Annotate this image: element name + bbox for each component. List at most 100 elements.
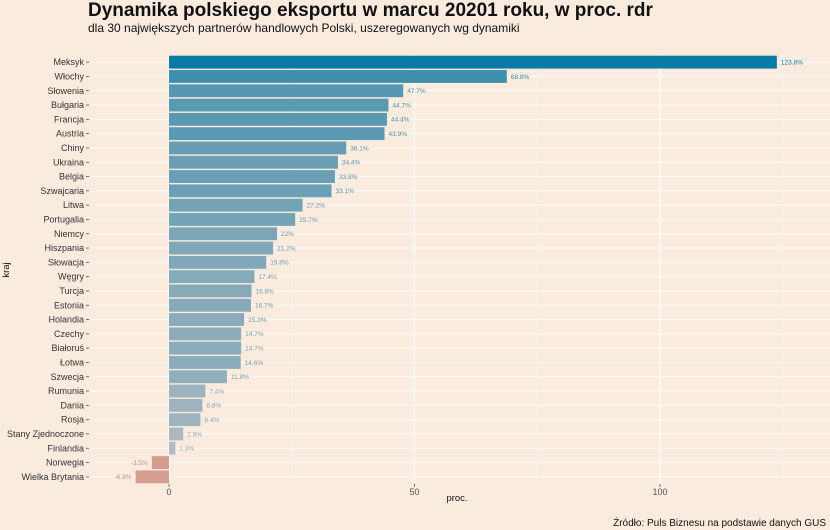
bar <box>169 284 252 298</box>
category-label: Węgry <box>58 272 85 282</box>
bar <box>169 298 251 312</box>
data-label: 21.2% <box>277 245 296 252</box>
category-label: Finlandia <box>47 443 84 453</box>
category-label: Czechy <box>54 329 85 339</box>
bar <box>169 427 184 441</box>
bar <box>151 456 169 469</box>
bar <box>169 255 267 269</box>
bar <box>169 84 404 98</box>
bar <box>169 241 274 255</box>
category-label: Bułgaria <box>51 100 84 110</box>
category-label: Wielka Brytania <box>21 472 84 482</box>
category-label: Belgia <box>59 172 84 182</box>
category-label: Łotwa <box>60 357 84 367</box>
bar <box>169 327 242 341</box>
bar <box>169 270 255 284</box>
category-label: Litwa <box>63 200 84 210</box>
category-label: Holandia <box>48 315 84 325</box>
data-label: 19.8% <box>270 260 289 267</box>
bars-group: 123.8% 68.8% 47.7% 44.7% 44.4% 43.9% 36.1% 34.4… <box>115 55 803 484</box>
data-label: 36.1% <box>350 145 369 152</box>
bar <box>169 356 241 369</box>
category-label: Rumunia <box>48 386 84 396</box>
y-axis-title: kraj <box>1 262 12 277</box>
data-label: 11.8% <box>231 374 249 381</box>
data-label: 47.7% <box>407 88 426 95</box>
bar <box>169 141 347 155</box>
bar <box>169 198 303 212</box>
category-label: Włochy <box>54 71 84 81</box>
bar <box>169 170 335 183</box>
data-label: 1.3% <box>179 446 194 453</box>
bar <box>169 213 296 226</box>
category-label: Estonia <box>54 300 84 310</box>
bar <box>169 227 278 241</box>
data-label: 44.7% <box>392 102 411 109</box>
data-label: 33.1% <box>336 188 355 195</box>
category-label: Hiszpania <box>44 243 84 253</box>
category-label: Turcja <box>59 286 84 296</box>
category-label: Słowenia <box>47 86 84 96</box>
category-label: Słowacja <box>48 257 84 267</box>
category-label: Stany Zjednoczone <box>7 429 84 439</box>
data-label: 15.3% <box>248 317 267 324</box>
bar <box>169 112 388 126</box>
x-tick-label: 0 <box>166 487 171 497</box>
data-label: 34.4% <box>342 160 361 167</box>
data-label: 25.7% <box>299 217 318 224</box>
data-label: 14.7% <box>245 345 264 352</box>
data-label: -3.5% <box>131 460 148 467</box>
category-label: Chiny <box>61 143 85 153</box>
category-label: Ukraina <box>53 157 84 167</box>
data-label: 27.2% <box>307 202 326 209</box>
chart-title: Dynamika polskiego eksportu w marcu 2020… <box>88 0 653 21</box>
data-label: 123.8% <box>781 59 803 66</box>
data-label: 7.4% <box>209 388 224 395</box>
x-tick-label: 50 <box>409 487 419 497</box>
bar <box>169 55 777 69</box>
data-label: 22% <box>281 231 294 238</box>
data-label: -6.8% <box>115 474 132 481</box>
bar <box>169 398 203 412</box>
category-label: Niemcy <box>54 229 85 239</box>
source-caption: Źródło: Puls Biznesu na podstawie danych… <box>613 518 826 529</box>
data-label: 33.8% <box>339 174 358 181</box>
category-labels: Meksyk Włochy Słowenia Bułgaria Francja Austr… <box>7 57 89 482</box>
bar <box>169 70 507 83</box>
category-label: Meksyk <box>53 57 84 67</box>
bar <box>135 470 169 484</box>
bar <box>169 313 245 326</box>
bar <box>169 155 338 169</box>
x-tick-labels: 0 50 100 <box>166 484 668 497</box>
bar <box>169 341 242 355</box>
category-label: Rosja <box>61 415 84 425</box>
category-label: Białoruś <box>51 343 84 353</box>
bar <box>169 441 176 455</box>
category-label: Dania <box>60 400 84 410</box>
data-label: 16.8% <box>255 288 274 295</box>
data-label: 14.7% <box>245 331 264 338</box>
data-label: 44.4% <box>391 117 410 124</box>
data-label: 17.4% <box>258 274 277 281</box>
data-label: 6.8% <box>206 403 221 410</box>
data-label: 68.8% <box>511 74 530 81</box>
category-label: Portugalia <box>43 214 84 224</box>
bar <box>169 413 201 427</box>
chart-subtitle: dla 30 największych partnerów handlowych… <box>88 21 520 35</box>
bar <box>169 184 332 198</box>
x-axis-title: proc. <box>446 493 467 504</box>
x-tick-label: 100 <box>652 487 667 497</box>
data-label: 16.7% <box>255 303 274 310</box>
data-label: 14.6% <box>245 360 264 367</box>
category-label: Szwecja <box>50 372 84 382</box>
category-label: Austria <box>56 129 84 139</box>
bar <box>169 384 206 398</box>
category-label: Francja <box>54 114 84 124</box>
category-label: Norwegia <box>46 458 84 468</box>
data-label: 2.9% <box>187 431 202 438</box>
bar <box>169 127 385 141</box>
data-label: 43.9% <box>389 131 408 138</box>
bar <box>169 98 389 112</box>
category-label: Szwajcaria <box>40 186 84 196</box>
